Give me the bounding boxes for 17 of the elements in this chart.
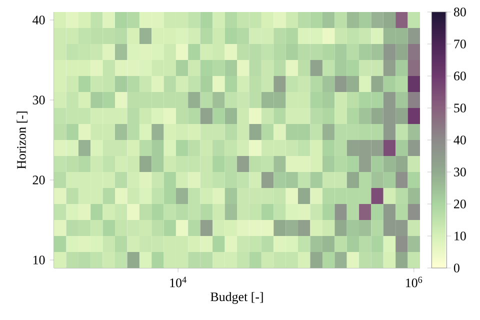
x-tick-label: 10$^{4}$ bbox=[170, 276, 186, 288]
y-tick-label: 40 bbox=[32, 16, 45, 24]
y-axis-title: Horizon [-] bbox=[16, 112, 28, 169]
color-bar-label: 60 bbox=[454, 72, 466, 80]
color-bar-label: 20 bbox=[454, 200, 466, 208]
x-axis-title: Budget [-] bbox=[210, 292, 263, 304]
y-tick-label: 30 bbox=[32, 96, 45, 104]
color-bar-label: 0 bbox=[454, 264, 460, 272]
y-tick-label: 20 bbox=[32, 176, 45, 184]
y-tick-label: 10 bbox=[33, 256, 45, 264]
color-bar-label: 40 bbox=[454, 136, 466, 144]
color-bar-label: 70 bbox=[454, 40, 466, 48]
color-bar-label: 50 bbox=[454, 104, 466, 112]
color-bar-label: 30 bbox=[454, 168, 466, 176]
x-tick-label: 10$^{6}$ bbox=[406, 276, 422, 288]
color-bar-label: 80 bbox=[454, 8, 466, 16]
color-bar-label: 10 bbox=[454, 232, 466, 240]
